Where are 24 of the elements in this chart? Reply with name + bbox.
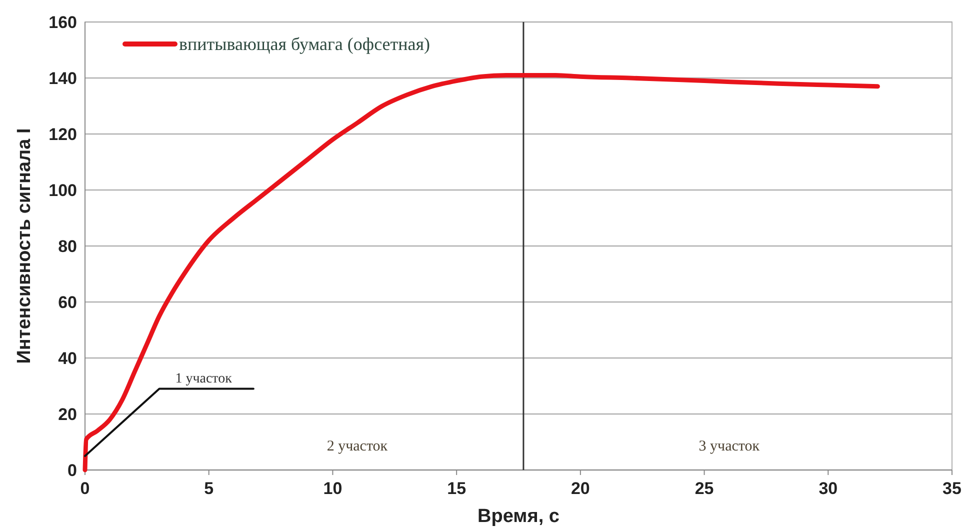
x-tick-label: 35	[942, 479, 962, 498]
y-tick-label: 140	[48, 68, 77, 88]
y-tick-label: 100	[48, 180, 77, 200]
x-tick-label: 20	[570, 479, 590, 498]
legend-label: впитывающая бумага (офсетная)	[179, 34, 430, 54]
x-tick-label: 5	[204, 479, 214, 498]
x-tick-label: 25	[694, 479, 714, 498]
annotation: 2 участок	[326, 438, 388, 454]
y-tick-label: 0	[68, 460, 77, 480]
x-tick-label: 15	[447, 479, 466, 498]
annotation: 1 участок	[175, 371, 232, 386]
y-tick-label: 60	[58, 292, 77, 312]
x-tick-label: 0	[80, 479, 90, 498]
y-tick-label: 80	[58, 236, 77, 256]
y-tick-label: 20	[58, 404, 77, 424]
y-tick-label: 160	[48, 12, 77, 32]
line-series	[82, 72, 880, 472]
x-axis-title: Время, с	[478, 506, 560, 527]
x-tick-label: 30	[818, 479, 838, 498]
annotation: 3 участок	[698, 438, 760, 454]
x-tick-label: 10	[323, 479, 342, 498]
y-tick-label: 40	[58, 348, 77, 368]
y-tick-label: 120	[48, 124, 77, 144]
y-axis-title: Интенсивность сигнала I	[14, 128, 35, 364]
